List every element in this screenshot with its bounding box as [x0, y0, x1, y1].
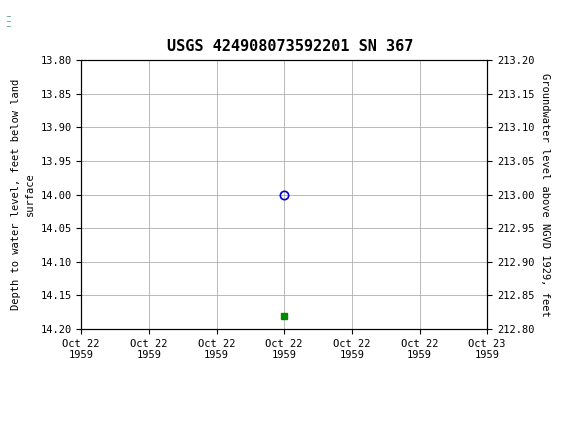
Y-axis label: Depth to water level, feet below land
surface: Depth to water level, feet below land su…: [12, 79, 35, 310]
Text: USGS: USGS: [55, 13, 115, 32]
Y-axis label: Groundwater level above NGVD 1929, feet: Groundwater level above NGVD 1929, feet: [540, 73, 550, 316]
Text: USGS 424908073592201 SN 367: USGS 424908073592201 SN 367: [167, 39, 413, 54]
Text: ~
~
~: ~ ~ ~: [5, 14, 11, 30]
Legend: Period of approved data: Period of approved data: [181, 427, 387, 430]
Bar: [3, 3, 52, 42]
